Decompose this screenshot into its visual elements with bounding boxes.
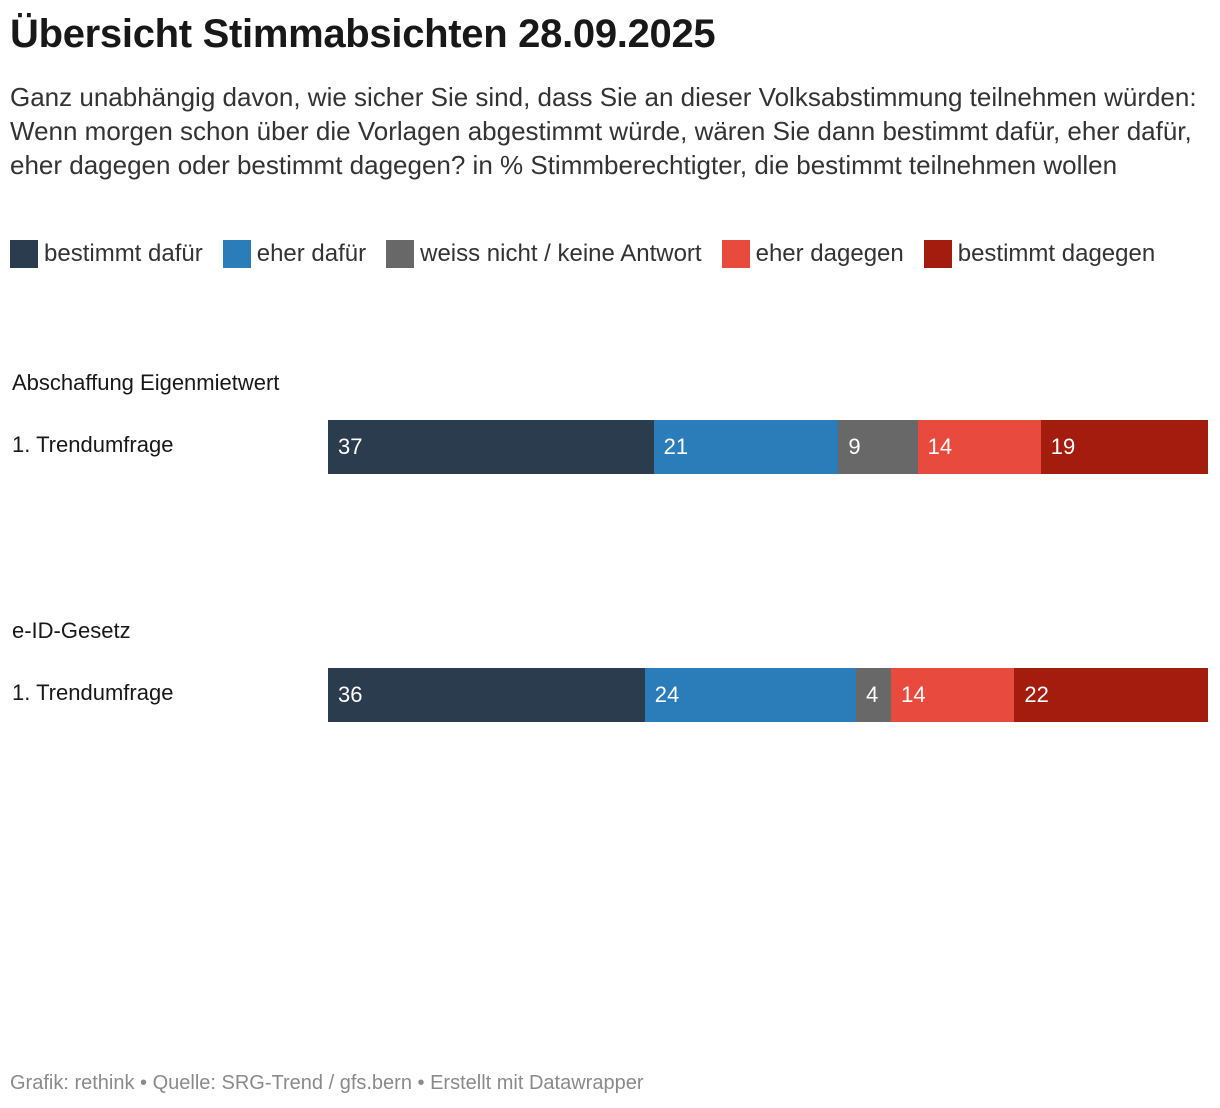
row-label: 1. Trendumfrage [12, 680, 174, 705]
legend: bestimmt dafür eher dafür weiss nicht / ke… [10, 238, 1175, 270]
bar-segment: 24 [644, 668, 856, 722]
bar-segment: 4 [855, 668, 892, 722]
bar-segment: 37 [328, 420, 654, 474]
chart-subtitle: Ganz unabhängig davon, wie sicher Sie si… [10, 82, 1197, 180]
legend-swatch [386, 240, 415, 268]
legend-label: eher dafür [256, 240, 367, 267]
bar-segment: 9 [838, 420, 918, 474]
footer-credits: Grafik: rethink • Quelle: SRG-Trend / gf… [10, 1072, 644, 1094]
legend-swatch [222, 240, 251, 268]
legend-item: bestimmt dafür [10, 240, 203, 268]
legend-label: bestimmt dafür [44, 240, 203, 267]
bar-value-label: 22 [1024, 682, 1049, 707]
legend-item: eher dafür [222, 240, 367, 268]
bar-segment: 19 [1040, 420, 1208, 474]
legend-swatch [10, 240, 38, 268]
legend-item: bestimmt dagegen [923, 240, 1156, 268]
legend-item: eher dagegen [721, 240, 904, 268]
bar-segment: 14 [891, 668, 1015, 722]
legend-swatch [923, 240, 952, 268]
bar-segment: 22 [1014, 668, 1208, 722]
legend-swatch [721, 240, 750, 268]
bar-value-label: 37 [338, 434, 363, 459]
legend-label: eher dagegen [755, 240, 904, 267]
bar-value-label: 14 [901, 682, 926, 707]
bar-value-label: 14 [927, 434, 953, 459]
bar-value-label: 4 [865, 682, 879, 707]
group-title: e-ID-Gesetz [12, 618, 131, 643]
bar-value-label: 19 [1050, 434, 1076, 459]
bar-value-label: 9 [848, 434, 861, 459]
bar-segment: 14 [917, 420, 1041, 474]
bar-value-label: 36 [338, 682, 363, 707]
stacked-bar: 37 21 9 14 19 [328, 420, 1208, 474]
legend-label: bestimmt dagegen [957, 240, 1156, 267]
bar-value-label: 21 [663, 434, 689, 459]
legend-label: weiss nicht / keine Antwort [420, 240, 702, 267]
chart-title: Übersicht Stimmabsichten 28.09.2025 [10, 12, 716, 56]
bar-segment: 21 [653, 420, 839, 474]
stacked-bar: 36 24 4 14 22 [328, 668, 1208, 722]
row-label: 1. Trendumfrage [12, 432, 174, 457]
bar-segment: 36 [328, 668, 645, 722]
legend-item: weiss nicht / keine Antwort [386, 240, 702, 268]
group-title: Abschaffung Eigenmietwert [12, 370, 280, 395]
bar-value-label: 24 [654, 682, 680, 707]
